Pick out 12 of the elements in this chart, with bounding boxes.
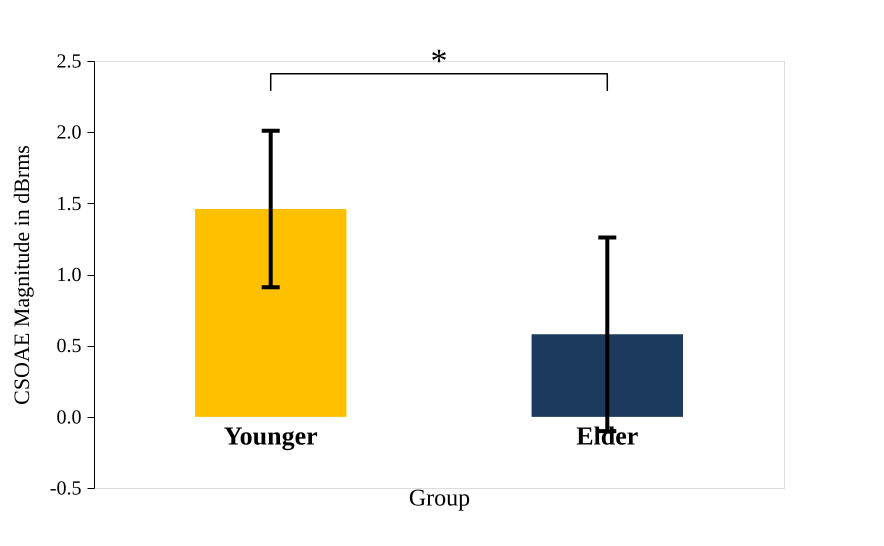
x-axis-title: Group: [408, 486, 470, 512]
y-tick-label: 0.5: [56, 335, 82, 358]
y-tick-label: 1.5: [56, 192, 82, 215]
x-tick-label: Younger: [224, 421, 318, 450]
y-tick-label: 1.0: [56, 264, 82, 286]
y-tick-label: -0.5: [50, 478, 82, 500]
y-tick-label: 0.0: [56, 406, 82, 428]
y-axis-title: CSOAE Magnitude in dBrms: [8, 145, 34, 405]
y-tick-label: 2.0: [56, 122, 82, 144]
y-tick-label: 2.5: [56, 50, 82, 72]
x-tick-label: Elder: [576, 421, 638, 450]
annotation: *: [430, 43, 448, 80]
